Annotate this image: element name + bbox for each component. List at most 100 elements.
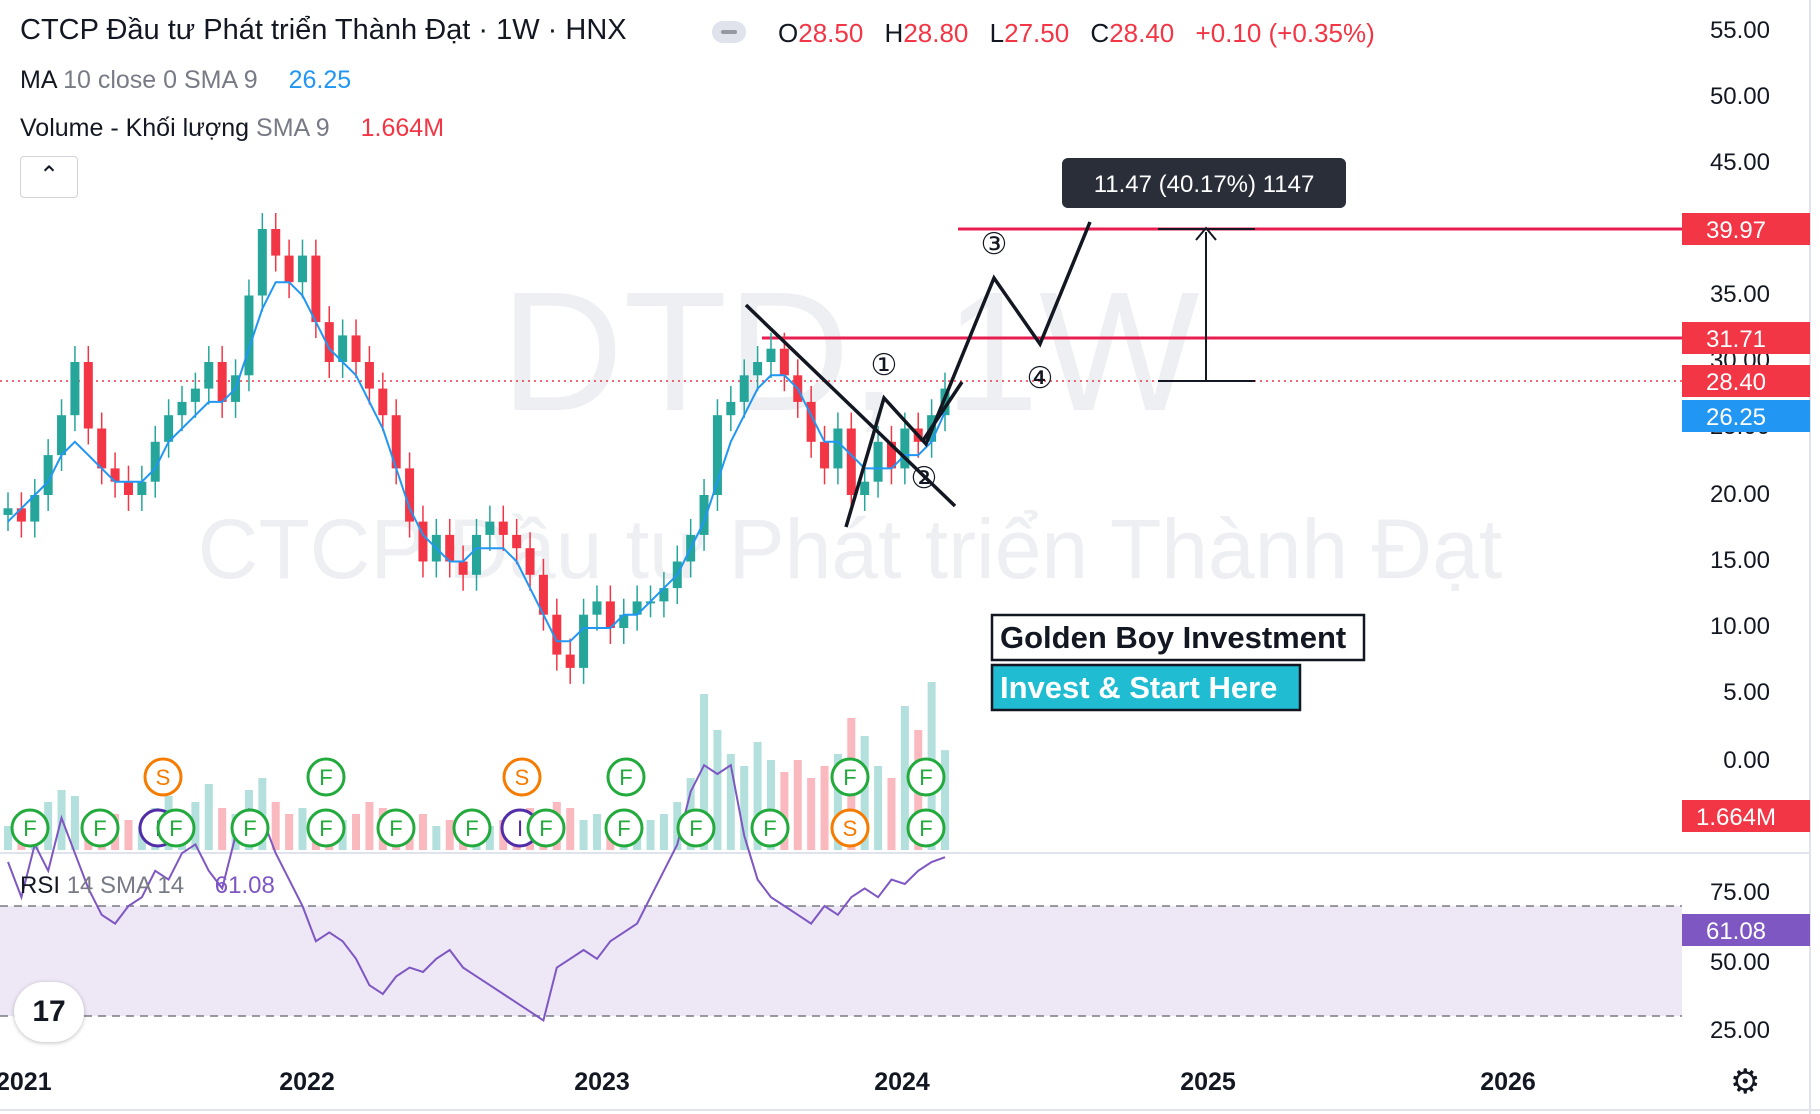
event-marker-letter: S (515, 765, 530, 790)
rsi-band (0, 906, 1682, 1016)
volume-bar (860, 736, 869, 850)
downtrend-line (744, 303, 957, 508)
tradingview-logo[interactable]: 17 (14, 982, 84, 1042)
event-marker-f-icon[interactable] (676, 808, 716, 848)
rsi-tick: 75.00 (1710, 879, 1770, 906)
candle-body (726, 401, 736, 416)
event-marker-letter: F (617, 816, 630, 841)
event-marker-letter: F (539, 816, 552, 841)
event-marker-s-icon[interactable] (143, 757, 183, 797)
symbol-title[interactable]: CTCP Đầu tư Phát triển Thành Đạt · 1W · … (20, 14, 627, 46)
volume-label: Volume - Khối lượng (20, 114, 250, 142)
event-marker-f-icon[interactable] (376, 808, 416, 848)
brand-title-box (990, 613, 1366, 662)
volume-bar (820, 766, 829, 850)
price-tick: 55.00 (1710, 17, 1770, 44)
event-marker-letter: F (93, 816, 106, 841)
event-marker-f-icon[interactable] (606, 757, 646, 797)
candle-body (485, 521, 495, 535)
candle-body (753, 362, 763, 376)
price-tick: 10.00 (1710, 613, 1770, 640)
brand-cta-box[interactable] (990, 663, 1302, 712)
ma-value: 26.25 (288, 66, 352, 94)
candle-body (378, 388, 388, 416)
event-marker-f-icon[interactable] (306, 757, 346, 797)
time-tick: 2024 (874, 1068, 930, 1096)
collapse-legend-button[interactable]: ⌃ (20, 156, 78, 198)
event-marker-s-icon[interactable] (830, 808, 870, 848)
volume-bar (740, 766, 749, 850)
ma-label: MA (20, 66, 57, 94)
event-marker-letter: F (619, 765, 632, 790)
measure-label-box (1062, 158, 1346, 208)
ohlc-legend: O28.50 H28.80 L27.50 C28.40 +0.10 (+0.35… (778, 18, 1389, 49)
event-marker-f-icon[interactable] (452, 808, 492, 848)
ohlc-high-label: H (884, 18, 904, 48)
candle-body (592, 601, 602, 615)
candle-body (364, 362, 374, 389)
event-marker-f-icon[interactable] (604, 808, 644, 848)
measure-arrow-icon (1195, 226, 1217, 241)
price-tick: 5.00 (1723, 679, 1770, 706)
price-tick: 0.00 (1723, 747, 1770, 774)
event-marker-s-icon[interactable] (502, 757, 542, 797)
badge-ma-box (1682, 400, 1810, 432)
event-marker-f-icon[interactable] (80, 808, 120, 848)
event-marker-f-icon[interactable] (156, 808, 196, 848)
ma-legend[interactable]: MA 10 close 0 SMA 9 26.25 (20, 66, 351, 95)
brand-title: Golden Boy Investment (1000, 620, 1346, 655)
candle-body (217, 362, 227, 402)
event-marker-f-icon[interactable] (526, 808, 566, 848)
badge-ma: 26.25 (1706, 404, 1766, 431)
candle-body (284, 255, 294, 283)
event-marker-f-icon[interactable] (906, 757, 946, 797)
candle-body (70, 362, 80, 416)
gear-icon[interactable]: ⚙ (1730, 1063, 1761, 1101)
volume-bar (566, 808, 575, 850)
volume-bar (124, 820, 133, 850)
brand-cta[interactable]: Invest & Start Here (1000, 670, 1277, 705)
candle-body (297, 255, 307, 283)
candle-body (311, 255, 321, 323)
candle-body (137, 481, 147, 495)
rsi-tick: 50.00 (1710, 949, 1770, 976)
candle-body (338, 335, 348, 362)
event-marker-letter: F (689, 816, 702, 841)
volume-bar (753, 742, 762, 850)
event-marker-letter: F (919, 765, 932, 790)
volume-bar (191, 802, 200, 850)
more-options-button[interactable] (712, 21, 746, 43)
rsi-legend[interactable]: RSI 14 SMA 14 61.08 (20, 872, 275, 900)
event-marker-f-icon[interactable] (830, 757, 870, 797)
event-marker-f-icon[interactable] (306, 808, 346, 848)
candle-body (324, 322, 334, 362)
chevron-up-icon: ⌃ (38, 162, 60, 189)
rsi-line (7, 763, 946, 1023)
candle-body (97, 428, 107, 469)
volume-legend[interactable]: Volume - Khối lượng SMA 9 1.664M (20, 114, 444, 143)
time-tick: 2021 (0, 1068, 52, 1096)
wave-rising-leg (920, 381, 964, 443)
candle-body (3, 508, 13, 515)
candle-body (445, 534, 455, 562)
wave-label-2: ② (911, 461, 938, 496)
badge-volume-box (1682, 800, 1810, 832)
event-marker-f-icon[interactable] (906, 808, 946, 848)
candle-body (83, 362, 93, 429)
event-marker-f-icon[interactable] (10, 808, 50, 848)
volume-bar (432, 826, 441, 850)
event-marker-f-icon[interactable] (750, 808, 790, 848)
event-marker-f-icon[interactable] (230, 808, 270, 848)
candle-body (712, 415, 722, 495)
candle-body (190, 388, 200, 402)
time-tick: 2026 (1480, 1068, 1536, 1096)
candle-body (164, 415, 174, 442)
event-marker-letter: F (389, 816, 402, 841)
volume-bar (659, 814, 668, 850)
candle-body (525, 548, 535, 575)
candle-body (123, 481, 133, 495)
badge-level-high-box (1682, 213, 1810, 245)
volume-bar (900, 706, 909, 850)
ma-params: 10 close 0 SMA 9 (63, 66, 258, 94)
